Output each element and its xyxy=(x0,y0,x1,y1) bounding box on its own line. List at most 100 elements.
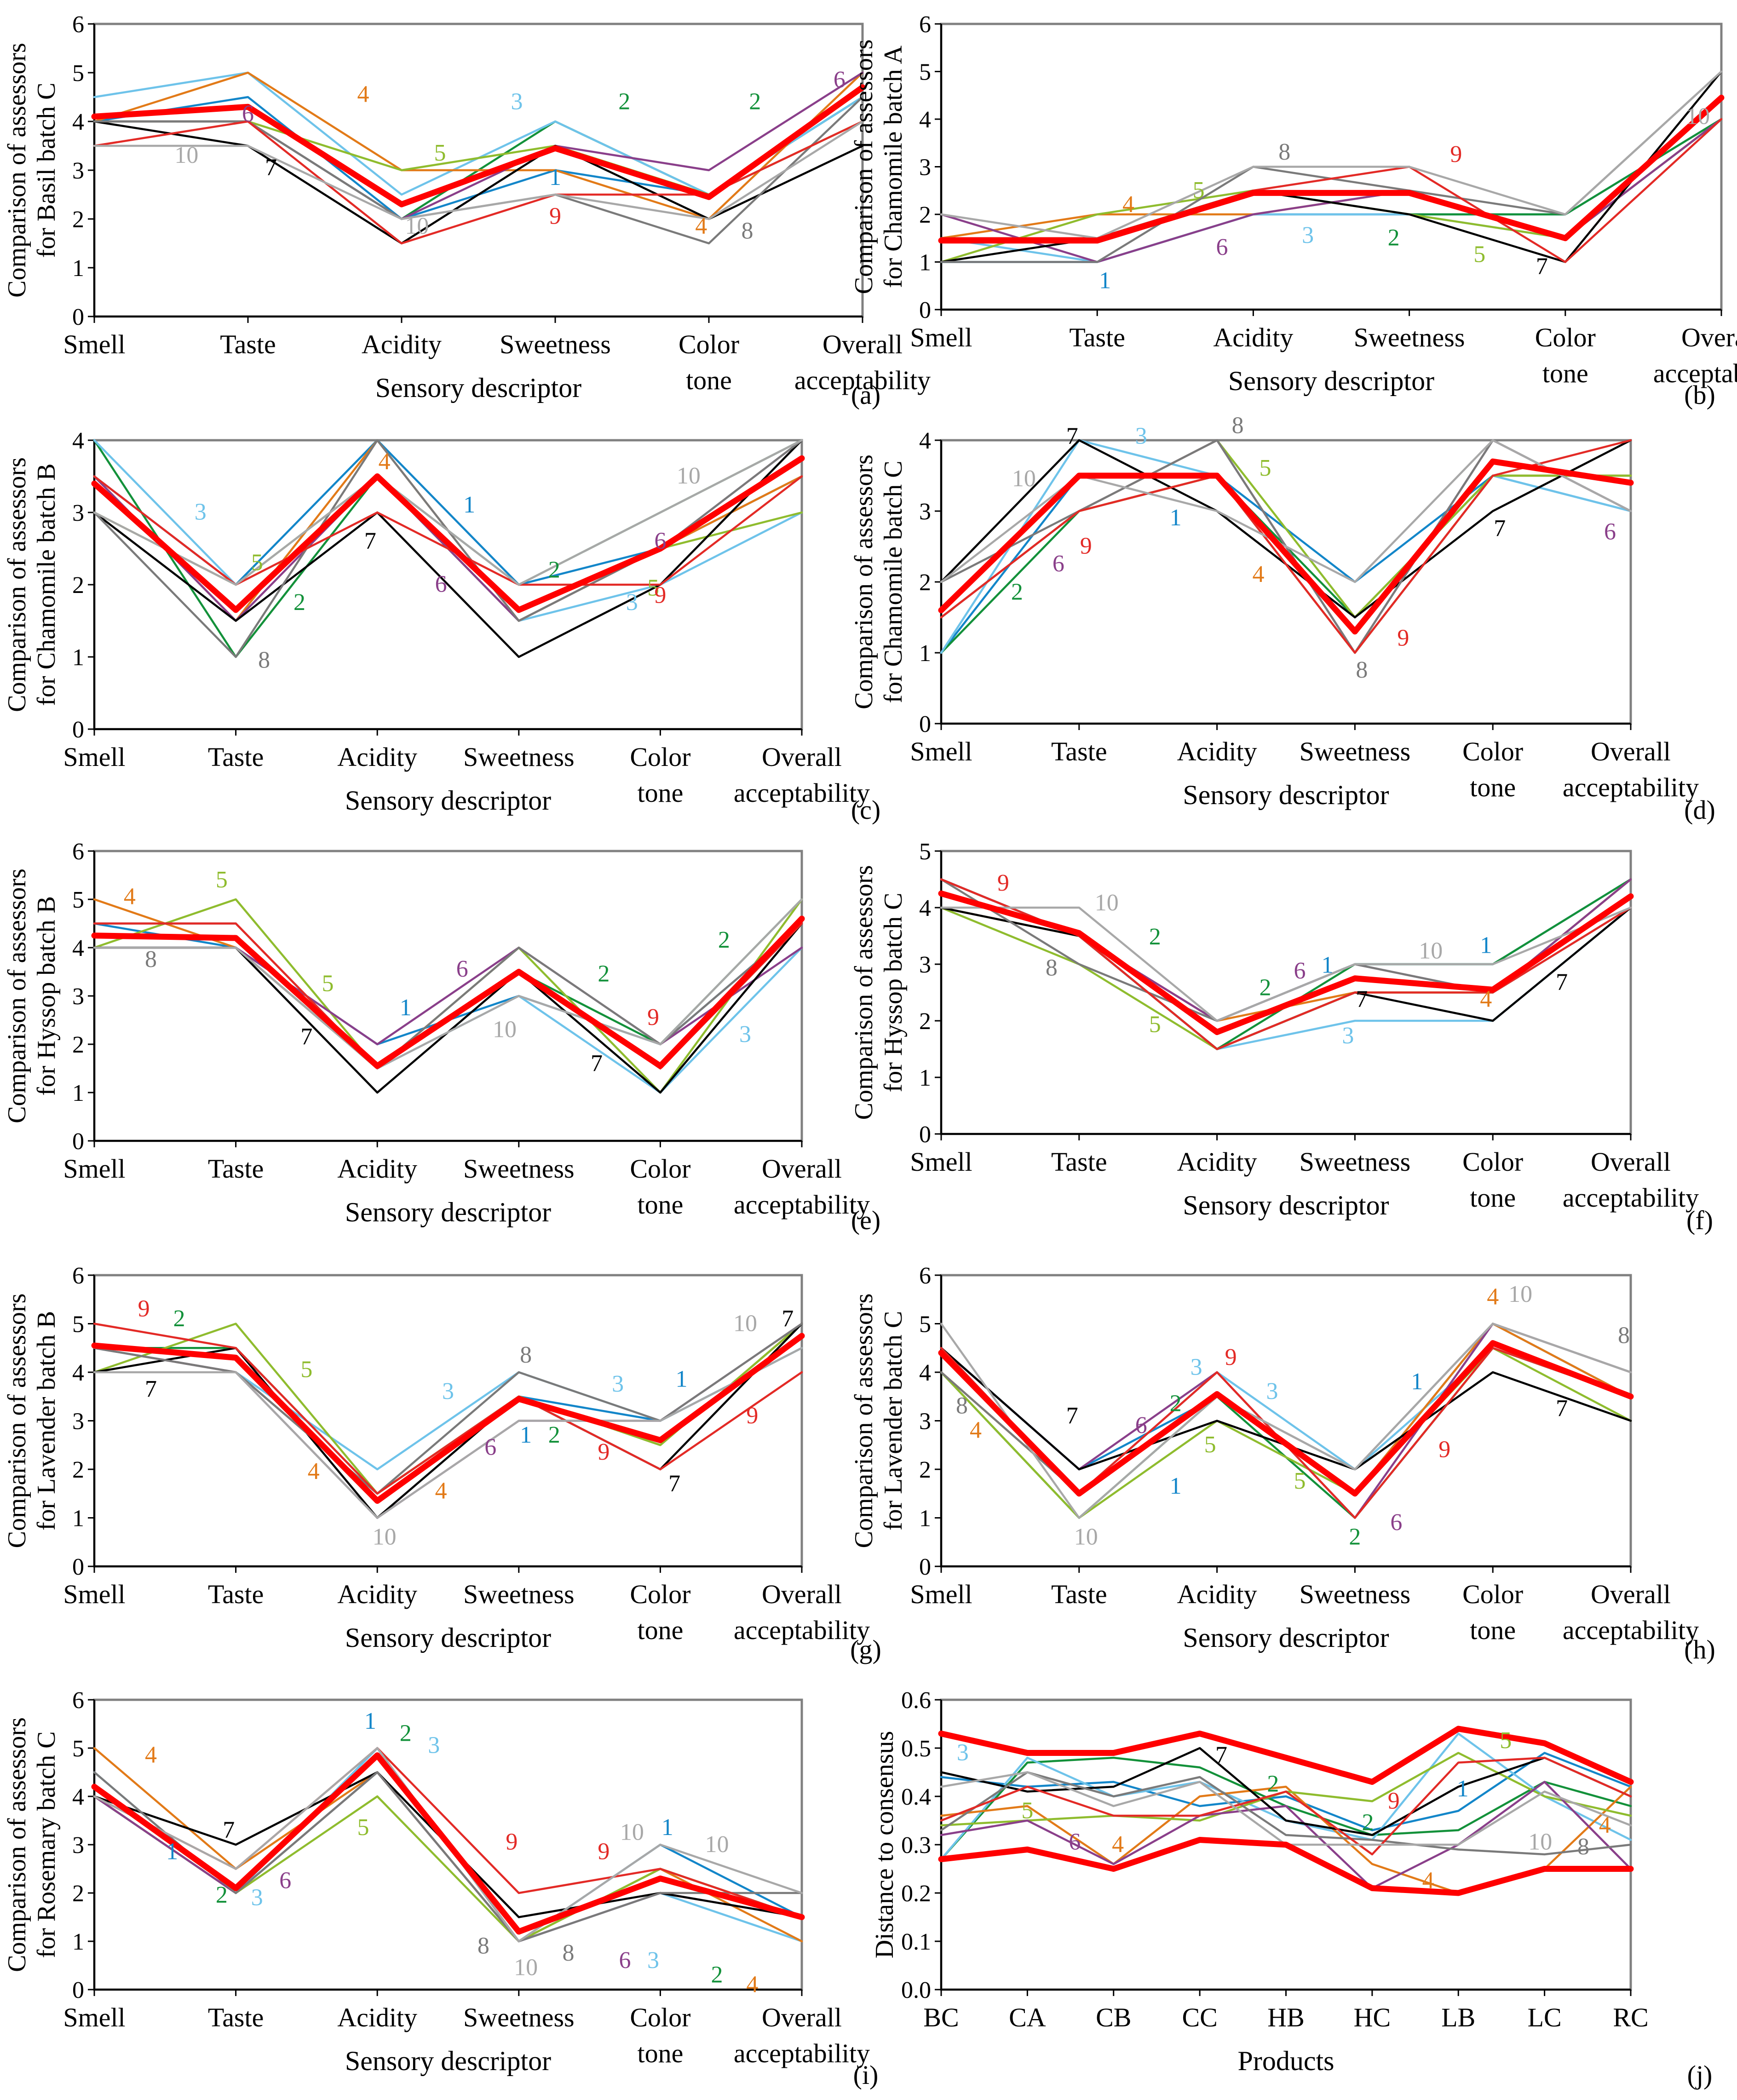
y-axis-title-line: Comparison of assessors xyxy=(3,869,31,1123)
x-tick-label-line: Overall xyxy=(762,2002,842,2032)
x-tick-label-line: LB xyxy=(1441,2002,1475,2032)
x-tick-label: Acidity xyxy=(337,742,417,772)
assessor-annotation: 2 xyxy=(1349,1524,1361,1550)
x-tick-label: Overall acceptability xyxy=(1563,736,1699,802)
assessor-annotation: 2 xyxy=(1170,1390,1182,1416)
assessor-annotation: 6 xyxy=(1604,519,1616,545)
x-tick-label: Sweetness xyxy=(1300,736,1411,766)
assessor-annotation: 2 xyxy=(293,589,305,616)
y-tick-label: 5 xyxy=(72,1312,84,1338)
x-tick-label: Smell xyxy=(63,329,125,359)
series-line-assessor-9 xyxy=(93,1323,803,1495)
y-tick-label: 1 xyxy=(72,1506,84,1532)
series-line-assessor-7 xyxy=(940,906,1632,1050)
y-axis-title-line: Distance to consensus xyxy=(870,1731,899,1959)
y-tick-label: 3 xyxy=(72,1409,84,1435)
x-axis-title: Sensory descriptor xyxy=(345,785,551,816)
y-tick-label: 1 xyxy=(919,640,931,667)
x-tick-label: Taste xyxy=(1069,322,1125,352)
assessor-annotation: 3 xyxy=(1302,222,1314,248)
assessor-annotation: 2 xyxy=(1011,579,1023,605)
series-line-assessor-4 xyxy=(93,71,864,220)
x-tick-label-line: HB xyxy=(1267,2002,1305,2032)
assessor-annotation: 5 xyxy=(1204,1432,1216,1458)
series-line-assessor-9 xyxy=(940,439,1632,654)
x-tick-label-line: Color xyxy=(630,1154,690,1184)
assessor-annotation: 2 xyxy=(548,1422,560,1448)
assessor-annotation: 4 xyxy=(1253,561,1265,587)
y-tick-label: 0 xyxy=(919,711,931,737)
x-tick-label-line: tone xyxy=(637,1190,683,1220)
x-tick-label: Smell xyxy=(63,1154,125,1184)
y-tick-label: 4 xyxy=(919,428,931,454)
x-tick-label: CA xyxy=(1009,2002,1046,2032)
x-tick-label: Acidity xyxy=(337,1579,417,1609)
x-tick-label-line: Taste xyxy=(220,329,276,359)
assessor-annotation: 4 xyxy=(1487,1283,1499,1310)
assessor-annotation: 6 xyxy=(1069,1829,1081,1855)
assessor-annotation: 4 xyxy=(435,1478,447,1504)
assessor-annotation: 7 xyxy=(591,1050,603,1076)
assessor-annotation: 1 xyxy=(661,1814,673,1841)
y-axis-title-line: for Basil batch C xyxy=(32,82,61,258)
x-tick-label-line: Taste xyxy=(208,1154,264,1184)
assessor-annotation: 3 xyxy=(612,1371,624,1397)
x-axis-title: Sensory descriptor xyxy=(1183,780,1389,810)
y-tick-label: 1 xyxy=(72,644,84,671)
panel-tag: (b) xyxy=(1684,380,1715,410)
x-tick-label-line: Color xyxy=(630,2002,690,2032)
x-tick-label-line: tone xyxy=(1542,358,1588,388)
assessor-annotation: 8 xyxy=(1232,413,1244,439)
series-consensus-line xyxy=(91,915,805,1069)
x-tick-label-line: Color xyxy=(1462,1579,1523,1609)
x-tick-label: RC xyxy=(1613,2002,1648,2032)
y-tick-label: 0 xyxy=(72,304,84,330)
panel-a: 0 1 2 3 4 5 6 Smell Taste Acidity Sweetness Color to… xyxy=(3,12,931,410)
x-tick-label-line: Sweetness xyxy=(463,2002,575,2032)
x-tick-label-line: Sweetness xyxy=(463,742,575,772)
y-tick-label: 2 xyxy=(919,202,931,228)
assessor-annotation: 9 xyxy=(598,1439,610,1465)
x-tick-label-line: Taste xyxy=(1051,1579,1107,1609)
x-tick-label-line: Overall xyxy=(762,1579,842,1609)
x-tick-label: Color tone xyxy=(630,742,690,808)
x-tick-label: Sweetness xyxy=(1354,322,1465,352)
assessor-annotation: 9 xyxy=(506,1829,518,1855)
assessor-annotation: 6 xyxy=(435,571,447,598)
x-tick-label: Acidity xyxy=(362,329,442,359)
assessor-annotation: 7 xyxy=(1066,423,1078,449)
series-consensus-line xyxy=(91,455,805,613)
assessor-annotation: 5 xyxy=(251,550,263,576)
assessor-annotation: 6 xyxy=(456,956,468,982)
assessor-annotation: 10 xyxy=(1095,890,1119,916)
assessor-annotation: 8 xyxy=(520,1342,532,1368)
x-tick-label: LC xyxy=(1528,2002,1562,2032)
y-tick-label: 0.6 xyxy=(901,1687,931,1714)
x-tick-label-line: acceptability xyxy=(734,778,870,808)
y-tick-label: 2 xyxy=(72,207,84,233)
plot-frame xyxy=(940,439,1632,725)
assessor-annotation: 6 xyxy=(1390,1509,1402,1536)
panel-tag: (a) xyxy=(851,380,880,410)
panel-b: 0 1 2 3 4 5 6 Smell Taste Acidity Sweetness Color to… xyxy=(850,12,1737,410)
assessor-annotation: 10 xyxy=(1686,103,1710,129)
x-axis-title: Sensory descriptor xyxy=(345,1197,551,1227)
x-tick-label-line: Color xyxy=(1535,322,1596,352)
x-axis-title: Sensory descriptor xyxy=(375,373,581,403)
x-tick-label: Acidity xyxy=(1177,736,1257,766)
assessor-annotation: 10 xyxy=(677,463,701,489)
y-tick-label: 4 xyxy=(72,1784,84,1810)
assessor-annotation: 1 xyxy=(1480,932,1492,958)
series-line-assessor-7 xyxy=(940,1747,1632,1836)
assessor-annotation: 7 xyxy=(145,1376,157,1402)
assessor-annotation: 8 xyxy=(1356,657,1368,683)
x-tick-label: Smell xyxy=(63,742,125,772)
x-tick-label: Overall acceptability xyxy=(1653,322,1737,388)
x-tick-label: Sweetness xyxy=(463,1579,575,1609)
x-tick-label-line: acceptability xyxy=(734,1190,870,1220)
y-tick-label: 0 xyxy=(919,1122,931,1148)
assessor-annotation: 5 xyxy=(357,1814,369,1841)
x-tick-label: Overall acceptability xyxy=(1563,1147,1699,1213)
